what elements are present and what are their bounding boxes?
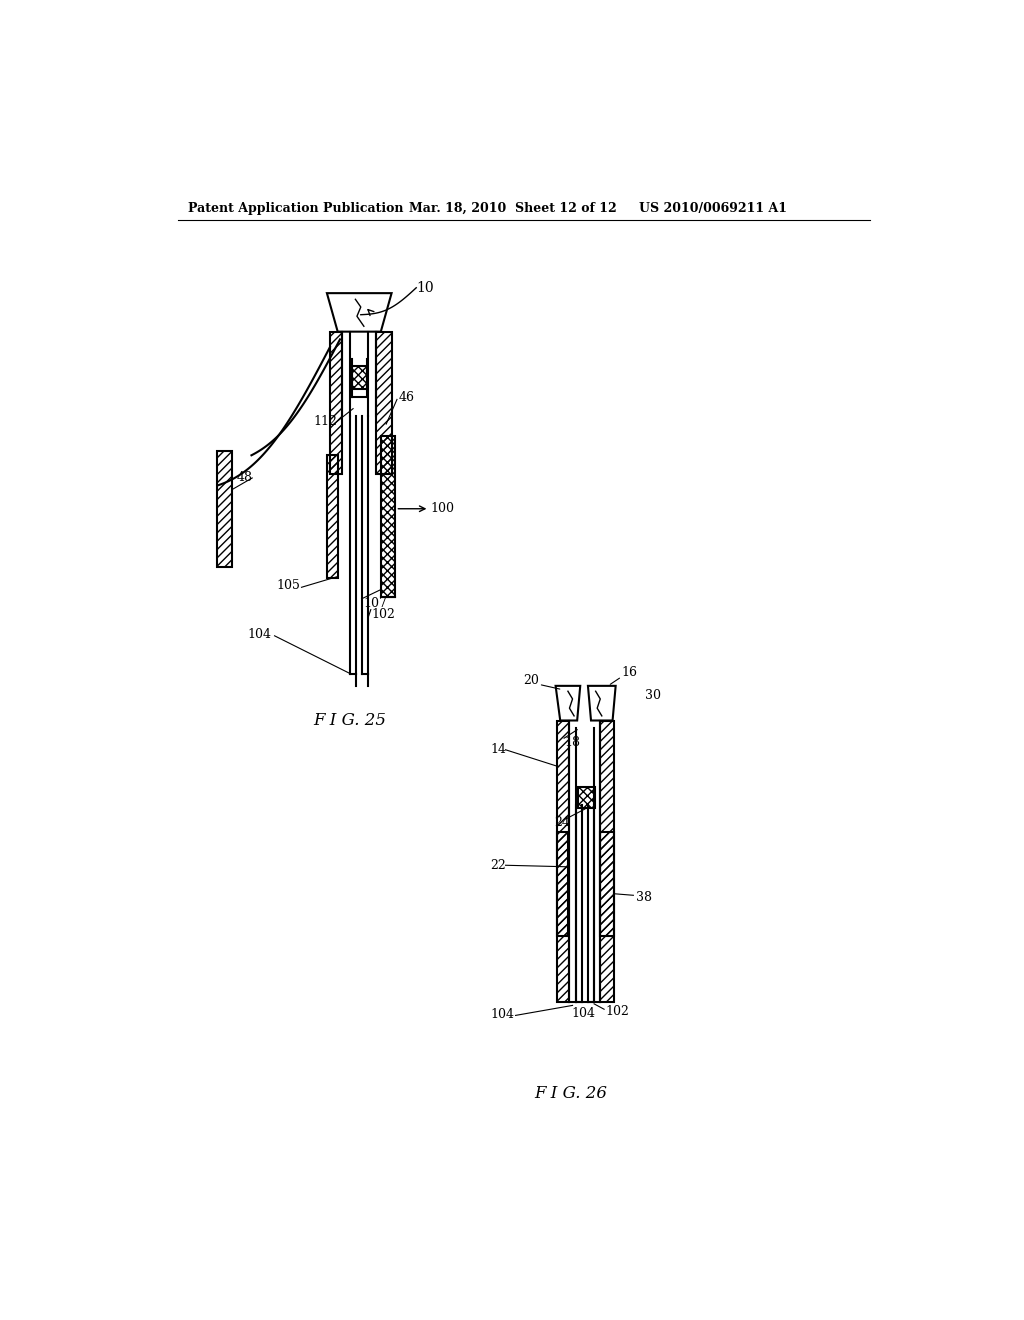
Text: 14: 14 [490, 743, 506, 756]
Text: F I G. 25: F I G. 25 [313, 711, 386, 729]
Text: Patent Application Publication: Patent Application Publication [188, 202, 403, 215]
Bar [217, 451, 232, 566]
Text: 38: 38 [636, 891, 651, 904]
Text: 112: 112 [313, 416, 337, 428]
Bar [600, 721, 614, 1002]
Text: 104: 104 [248, 628, 271, 640]
Bar [381, 436, 394, 598]
Text: 22: 22 [490, 859, 506, 871]
Bar [351, 367, 367, 389]
Text: 102: 102 [372, 607, 395, 620]
Text: 104: 104 [571, 1007, 595, 1019]
Text: 48: 48 [237, 471, 253, 484]
Text: 18: 18 [564, 735, 580, 748]
Text: 104: 104 [490, 1008, 515, 1022]
Bar [376, 331, 391, 474]
Text: 16: 16 [622, 667, 638, 680]
Bar [600, 832, 614, 936]
Text: Mar. 18, 2010  Sheet 12 of 12: Mar. 18, 2010 Sheet 12 of 12 [410, 202, 617, 215]
Bar [557, 832, 568, 936]
Text: 102: 102 [605, 1005, 630, 1018]
Text: 10: 10 [416, 281, 434, 294]
Bar [578, 787, 595, 808]
Text: 100: 100 [431, 502, 455, 515]
Text: F I G. 26: F I G. 26 [535, 1085, 607, 1102]
Text: 46: 46 [398, 391, 415, 404]
Text: 24: 24 [554, 816, 570, 829]
Text: 30: 30 [645, 689, 660, 702]
Text: 105: 105 [276, 579, 301, 593]
Bar [330, 331, 342, 474]
Bar [557, 721, 569, 1002]
Bar [327, 455, 338, 578]
Text: 107: 107 [364, 597, 387, 610]
Text: US 2010/0069211 A1: US 2010/0069211 A1 [639, 202, 786, 215]
Text: 20: 20 [523, 675, 539, 686]
